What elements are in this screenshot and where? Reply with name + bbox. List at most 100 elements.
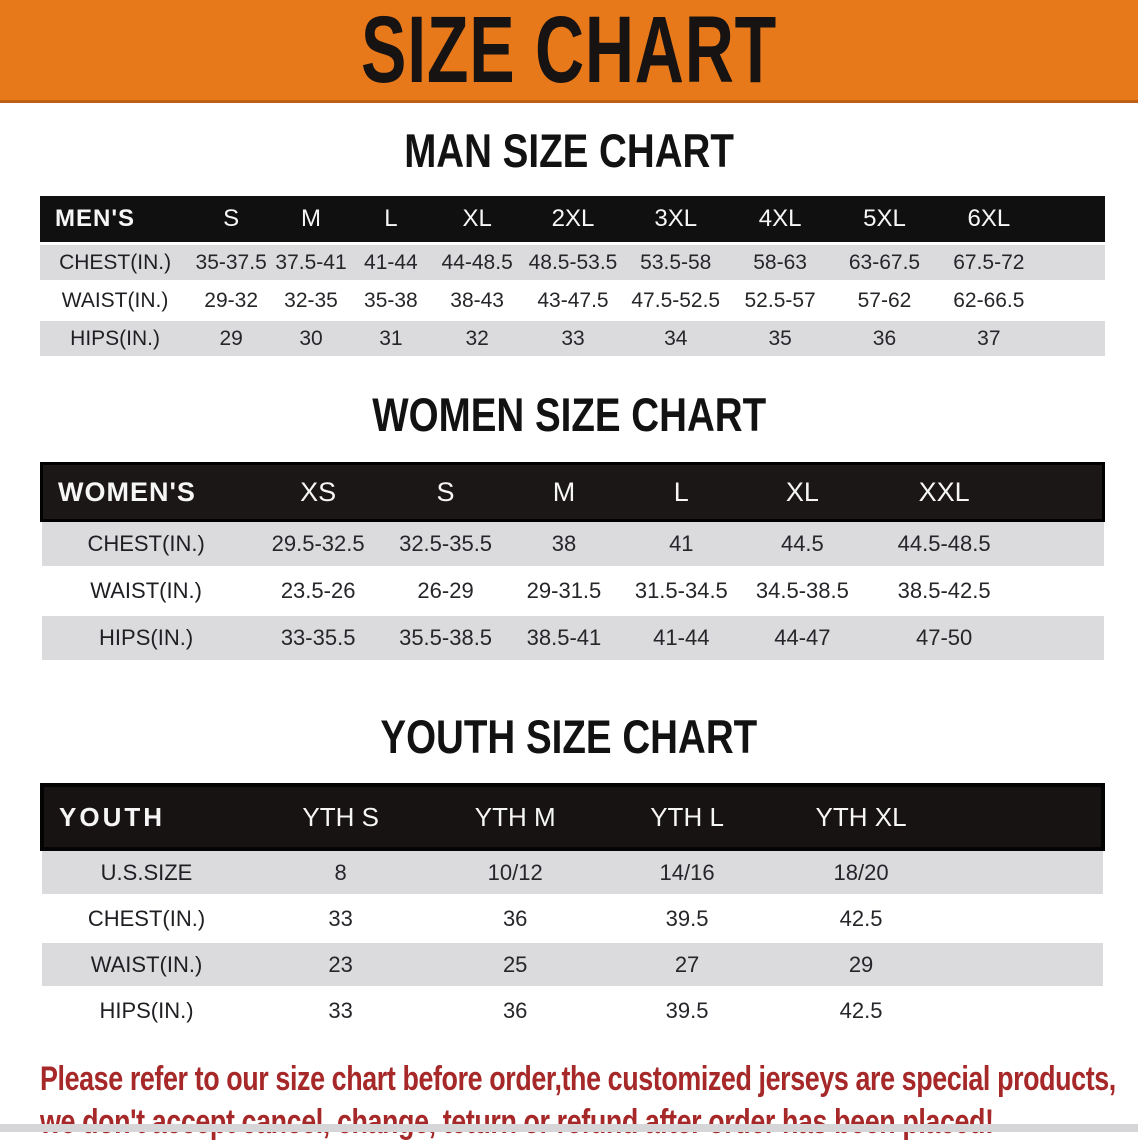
measure-value: 42.5 [774,894,949,942]
measure-value: 32.5-35.5 [385,519,506,568]
men-header-row: MEN'S S M L XL 2XL 3XL 4XL 5XL 6XL [40,196,1105,244]
youth-corner-label: YOUTH [39,783,252,851]
measure-value: 52.5-57 [727,280,833,320]
measure-value: 33-35.5 [250,613,386,660]
measure-value: 35-37.5 [190,242,273,282]
measure-value: 31 [349,318,432,356]
measure-value: 35.5-38.5 [385,613,506,660]
measure-value: 43-47.5 [522,280,624,320]
men-hips-row: HIPS(IN.) 29 30 31 32 33 34 35 36 37 [40,318,1105,356]
youth-waist-row: WAIST(IN.) 23 25 27 29 [42,940,1103,988]
measure-value: 44-47 [740,613,865,660]
men-size-header: 6XL [936,196,1042,244]
measure-value: 44.5 [740,519,865,568]
measure-value: 34 [623,318,728,356]
spacer-cell [1023,566,1104,615]
measure-value: 67.5-72 [936,242,1042,282]
bottom-edge-strip [0,1124,1138,1132]
men-waist-row: WAIST(IN.) 29-32 32-35 35-38 38-43 43-47… [40,280,1105,320]
measure-value: 29.5-32.5 [250,519,386,568]
row-label: CHEST(IN.) [41,519,251,568]
row-label: WAIST(IN.) [41,566,251,615]
youth-size-header: YTH S [251,783,431,851]
men-size-header: S [190,196,273,244]
spacer-cell [1041,196,1105,244]
men-corner-label: MEN'S [40,196,191,244]
measure-value: 38.5-42.5 [864,566,1024,615]
women-size-header: XXL [864,462,1024,522]
banner-title: SIZE CHART [361,0,777,103]
measure-value: 33 [522,318,624,356]
measure-value: 48.5-53.5 [522,242,624,282]
youth-chest-row: CHEST(IN.) 33 36 39.5 42.5 [42,894,1103,942]
measure-value: 29-32 [190,280,273,320]
women-size-table: WOMEN'S XS S M L XL XXL CHEST(IN.) 29.5-… [39,462,1105,660]
spacer-cell [948,940,1103,988]
women-size-header: XL [740,462,865,522]
women-header-row: WOMEN'S XS S M L XL XXL [39,462,1105,522]
youth-header-row: YOUTH YTH S YTH M YTH L YTH XL [39,783,1105,851]
spacer-cell [948,783,1105,851]
spacer-cell [1023,519,1104,568]
spacer-cell [1023,613,1104,660]
measure-value: 42.5 [774,986,949,1032]
youth-ussize-row: U.S.SIZE 8 10/12 14/16 18/20 [42,847,1103,896]
men-chest-row: CHEST(IN.) 35-37.5 37.5-41 41-44 44-48.5… [40,242,1105,282]
measure-value: 25 [430,940,601,988]
women-size-header: XS [250,462,386,522]
measure-value: 47-50 [864,613,1024,660]
measure-value: 18/20 [774,847,949,896]
spacer-cell [1023,462,1105,522]
measure-value: 14/16 [600,847,775,896]
row-label: WAIST(IN.) [40,280,191,320]
measure-value: 35 [727,318,833,356]
measure-value: 36 [430,894,601,942]
measure-value: 41-44 [622,613,741,660]
women-section-title: WOMEN SIZE CHART [372,388,766,441]
measure-value: 29-31.5 [505,566,623,615]
measure-value: 44-48.5 [431,242,523,282]
spacer-cell [1041,280,1105,320]
spacer-cell [948,894,1103,942]
measure-value: 57-62 [832,280,937,320]
women-hips-row: HIPS(IN.) 33-35.5 35.5-38.5 38.5-41 41-4… [41,613,1104,660]
measure-value: 36 [832,318,937,356]
measure-value: 10/12 [430,847,601,896]
men-size-header: L [349,196,432,244]
measure-value: 39.5 [600,894,775,942]
measure-value: 36 [430,986,601,1032]
size-chart-banner: SIZE CHART [0,0,1138,103]
men-size-header: 2XL [522,196,624,244]
row-label: HIPS(IN.) [41,613,251,660]
women-size-header: M [505,462,623,522]
measure-value: 34.5-38.5 [740,566,865,615]
men-size-header: M [272,196,350,244]
measure-value: 38.5-41 [505,613,623,660]
youth-size-header: YTH L [600,783,775,851]
row-label: HIPS(IN.) [42,986,252,1032]
women-size-header: L [622,462,741,522]
men-size-header: 5XL [832,196,937,244]
measure-value: 38-43 [431,280,523,320]
women-corner-label: WOMEN'S [39,462,251,522]
measure-value: 23.5-26 [250,566,386,615]
women-waist-row: WAIST(IN.) 23.5-26 26-29 29-31.5 31.5-34… [41,566,1104,615]
disclaimer-text: Please refer to our size chart before or… [40,1058,1138,1144]
men-size-table: MEN'S S M L XL 2XL 3XL 4XL 5XL 6XL CHEST… [40,196,1105,356]
measure-value: 29 [190,318,273,356]
spacer-cell [948,847,1103,896]
youth-section-title: YOUTH SIZE CHART [380,710,758,763]
measure-value: 26-29 [385,566,506,615]
measure-value: 35-38 [349,280,432,320]
measure-value: 38 [505,519,623,568]
spacer-cell [948,986,1103,1032]
measure-value: 44.5-48.5 [864,519,1024,568]
youth-size-header: YTH XL [774,783,949,851]
disclaimer-line-1: Please refer to our size chart before or… [40,1060,1116,1098]
measure-value: 37.5-41 [272,242,350,282]
measure-value: 27 [600,940,775,988]
row-label: WAIST(IN.) [42,940,252,988]
measure-value: 37 [936,318,1042,356]
spacer-cell [1041,242,1105,282]
measure-value: 29 [774,940,949,988]
